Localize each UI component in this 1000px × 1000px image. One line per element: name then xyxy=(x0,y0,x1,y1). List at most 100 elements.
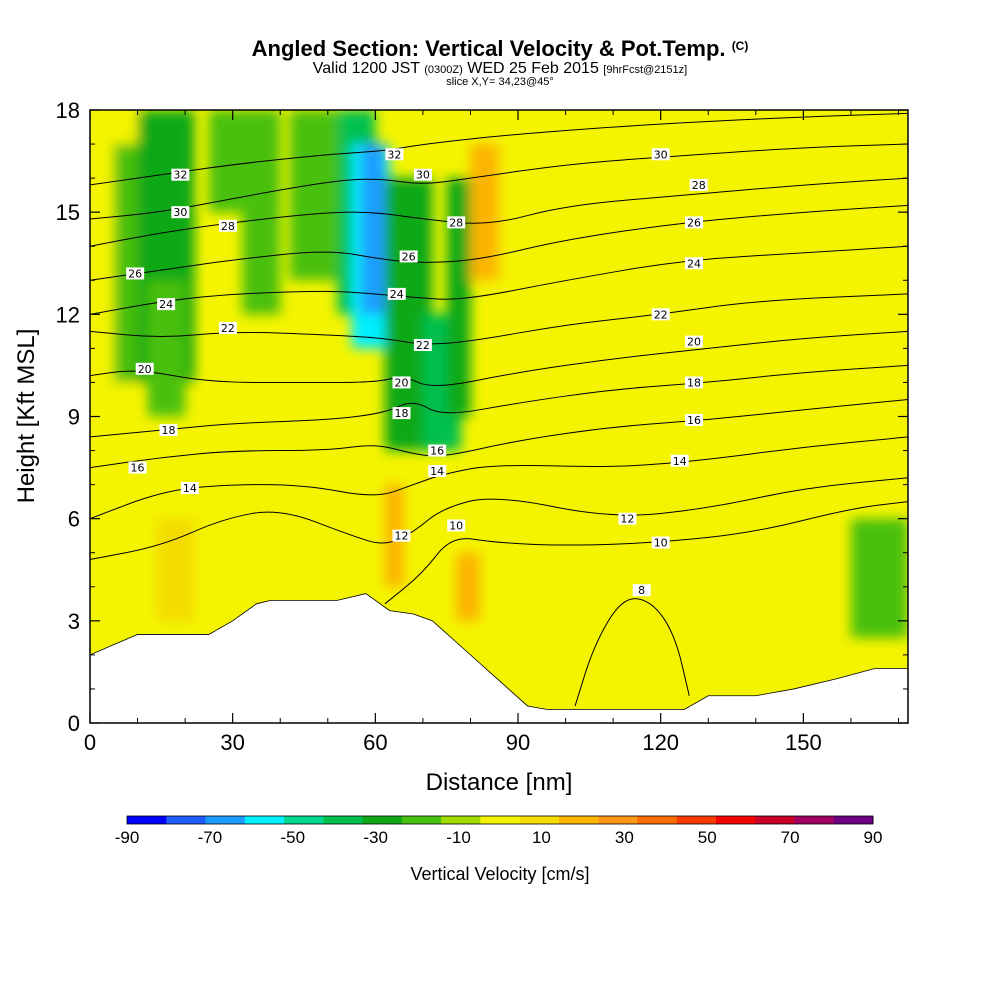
svg-text:22: 22 xyxy=(416,339,430,352)
colorbar-tick-label: -50 xyxy=(280,828,305,847)
svg-text:20: 20 xyxy=(395,376,409,389)
contour-label-16-18: 16 xyxy=(428,444,447,458)
contour-label-12-20: 12 xyxy=(392,529,411,543)
contour-label-26-13: 26 xyxy=(399,250,418,263)
contour-label-18-28: 18 xyxy=(684,376,703,389)
y-tick-label: 15 xyxy=(56,200,80,225)
svg-text:8: 8 xyxy=(638,584,645,597)
chart-subtitle: Valid 1200 JST (0300Z) WED 25 Feb 2015 [… xyxy=(0,60,1000,78)
x-tick-label: 30 xyxy=(220,730,244,755)
contour-label-10-32: 10 xyxy=(651,536,670,550)
velocity-cell-15 xyxy=(456,552,480,621)
velocity-cell-16 xyxy=(90,484,138,655)
colorbar-swatch-12 xyxy=(598,816,638,824)
svg-text:26: 26 xyxy=(402,250,416,263)
contour-label-32-10: 32 xyxy=(385,148,404,161)
svg-text:18: 18 xyxy=(395,407,409,420)
velocity-cell-12 xyxy=(446,178,471,417)
contour-labels: 32 30 28 26 24 22 20 18 16 14 32 30 28 26 24 22 20 18 16 14… xyxy=(126,148,708,597)
isentrope-28-10 xyxy=(90,177,908,247)
svg-text:26: 26 xyxy=(687,216,701,229)
colorbar-swatch-5 xyxy=(323,816,364,824)
valid-time: Valid 1200 JST xyxy=(312,60,420,77)
contour-label-22-15: 22 xyxy=(413,338,432,352)
x-tick-label: 60 xyxy=(363,730,387,755)
colorbar-tick-label: 50 xyxy=(698,828,717,847)
velocity-cell-20 xyxy=(732,110,804,451)
velocity-cell-6 xyxy=(289,110,338,281)
isentrope-20-6 xyxy=(90,330,908,386)
isentrope-30-11 xyxy=(90,143,908,220)
y-tick-label: 18 xyxy=(56,98,80,123)
svg-text:24: 24 xyxy=(159,298,173,311)
valid-utc: (0300Z) xyxy=(424,64,463,76)
contour-label-24-14: 24 xyxy=(387,287,406,301)
svg-text:20: 20 xyxy=(138,363,152,376)
colorbar-tick-label: -70 xyxy=(198,828,223,847)
contour-label-28-12: 28 xyxy=(447,216,466,229)
velocity-cell-19 xyxy=(850,518,908,638)
svg-text:10: 10 xyxy=(449,519,463,532)
colorbar-swatch-4 xyxy=(284,816,324,824)
contour-label-12-31: 12 xyxy=(618,512,637,526)
svg-text:22: 22 xyxy=(221,322,235,335)
x-tick-label: 0 xyxy=(84,730,96,755)
colorbar-swatch-14 xyxy=(676,816,717,824)
x-tick-label: 120 xyxy=(642,730,679,755)
colorbar-swatch-18 xyxy=(833,816,874,824)
contour-label-8-33: 8 xyxy=(632,584,651,597)
contour-label-24-25: 24 xyxy=(684,257,703,270)
contour-label-28-2: 28 xyxy=(218,219,237,233)
colorbar-swatch-9 xyxy=(480,816,521,824)
colorbar-swatch-8 xyxy=(441,816,481,824)
chart-title-text: Angled Section: Vertical Velocity & Pot.… xyxy=(251,36,726,61)
contour-label-14-9: 14 xyxy=(180,482,199,495)
colorbar-tick-label: -90 xyxy=(115,828,140,847)
colorbar-tick-label: -10 xyxy=(446,828,471,847)
chart-title: Angled Section: Vertical Velocity & Pot.… xyxy=(0,36,1000,62)
velocity-cell-5 xyxy=(242,110,281,315)
colorbar-swatch-17 xyxy=(794,816,835,824)
svg-text:14: 14 xyxy=(430,465,444,478)
svg-text:18: 18 xyxy=(687,376,701,389)
velocity-cell-13 xyxy=(470,144,499,281)
contour-label-30-11: 30 xyxy=(413,168,432,182)
colorbar-swatch-1 xyxy=(166,816,207,824)
svg-text:22: 22 xyxy=(654,308,668,321)
colorbar-swatch-3 xyxy=(244,816,285,824)
svg-text:12: 12 xyxy=(620,513,634,526)
contour-label-10-21: 10 xyxy=(447,519,466,532)
svg-text:30: 30 xyxy=(173,206,187,219)
chart-title-tag: (C) xyxy=(731,39,749,53)
slice-label: slice X,Y= 34,23@45° xyxy=(446,76,554,88)
colorbar-swatch-2 xyxy=(205,816,246,824)
svg-text:14: 14 xyxy=(673,455,687,468)
svg-text:16: 16 xyxy=(430,445,444,458)
svg-text:32: 32 xyxy=(173,169,187,182)
contour-label-18-7: 18 xyxy=(159,424,178,437)
y-tick-label: 9 xyxy=(68,405,80,430)
svg-text:16: 16 xyxy=(131,462,145,475)
y-axis-title: Height [Kft MSL] xyxy=(13,329,40,504)
y-tick-label: 6 xyxy=(68,507,80,532)
colorbar-frame xyxy=(126,815,874,825)
isentrope-22-7 xyxy=(90,293,908,345)
contour-label-20-16: 20 xyxy=(392,376,411,389)
svg-text:32: 32 xyxy=(387,148,401,161)
contour-label-20-6: 20 xyxy=(135,362,154,376)
contour-label-26-24: 26 xyxy=(684,216,703,229)
svg-text:14: 14 xyxy=(183,482,197,495)
contour-label-22-26: 22 xyxy=(651,308,670,321)
isentrope-12-2 xyxy=(90,477,908,561)
svg-text:30: 30 xyxy=(416,169,430,182)
isentrope-8-0 xyxy=(574,598,690,707)
contour-label-16-29: 16 xyxy=(684,413,703,427)
colorbar-tick-label: 90 xyxy=(864,828,883,847)
contour-label-24-4: 24 xyxy=(157,298,176,311)
velocity-cell-17 xyxy=(156,518,195,621)
contour-label-16-8: 16 xyxy=(128,461,147,475)
colorbar-swatch-13 xyxy=(637,816,678,824)
contour-label-22-5: 22 xyxy=(218,321,237,335)
svg-text:24: 24 xyxy=(390,288,404,301)
